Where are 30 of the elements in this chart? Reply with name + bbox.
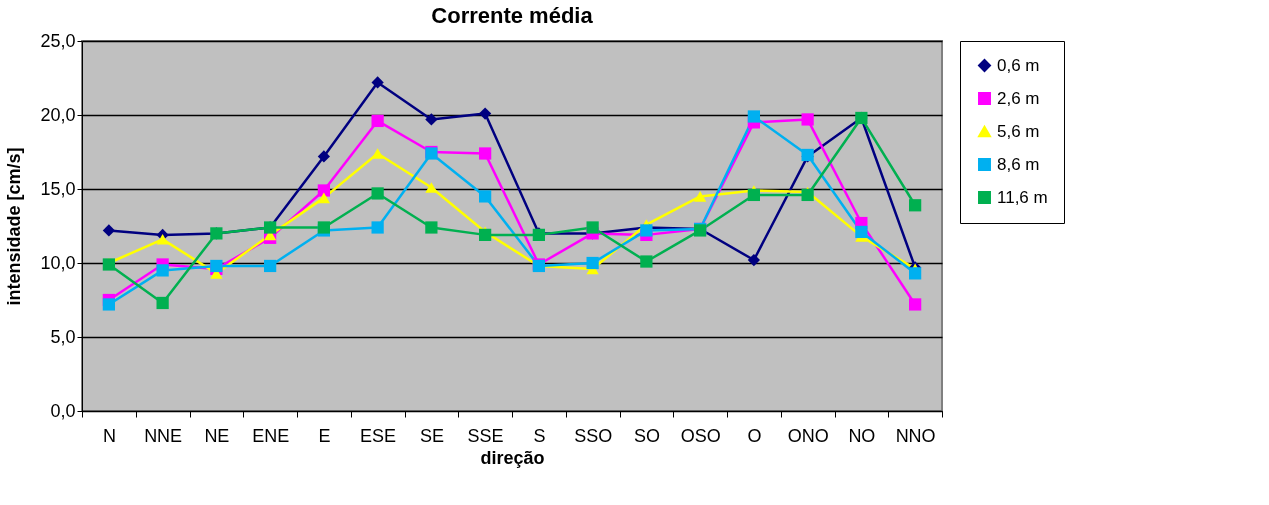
- y-axis-title: intensidade [cm/s]: [4, 147, 25, 306]
- y-tick-label: 10,0: [40, 252, 76, 273]
- y-tick-label: 20,0: [40, 104, 76, 125]
- legend-label: 11,6 m: [997, 187, 1048, 207]
- legend-label: 8,6 m: [997, 154, 1040, 174]
- x-tick-label: SSO: [574, 425, 613, 446]
- x-tick-label: O: [747, 425, 762, 446]
- x-axis-title: direção: [480, 447, 545, 468]
- x-tick-label: NE: [204, 425, 230, 446]
- chart-title: Corrente média: [431, 3, 594, 28]
- x-tick-label: E: [318, 425, 331, 446]
- legend-label: 0,6 m: [997, 55, 1040, 75]
- y-tick-label: 15,0: [40, 178, 76, 199]
- y-tick-label: 25,0: [40, 30, 76, 51]
- legend-label: 2,6 m: [997, 88, 1040, 108]
- y-tick-label: 0,0: [50, 400, 76, 421]
- x-tick-label: OSO: [680, 425, 721, 446]
- legend-label: 5,6 m: [997, 121, 1040, 141]
- x-tick-label: NNE: [144, 425, 183, 446]
- x-tick-label: ONO: [787, 425, 829, 446]
- x-tick-label: ESE: [360, 425, 397, 446]
- x-tick-label: NO: [848, 425, 876, 446]
- x-tick-label: N: [102, 425, 116, 446]
- x-tick-label: SE: [419, 425, 444, 446]
- y-tick-label: 5,0: [50, 326, 76, 347]
- x-tick-label: ENE: [252, 425, 290, 446]
- x-tick-label: S: [533, 425, 546, 446]
- x-tick-label: SO: [633, 425, 660, 446]
- x-tick-label: NNO: [895, 425, 936, 446]
- x-tick-label: SSE: [467, 425, 504, 446]
